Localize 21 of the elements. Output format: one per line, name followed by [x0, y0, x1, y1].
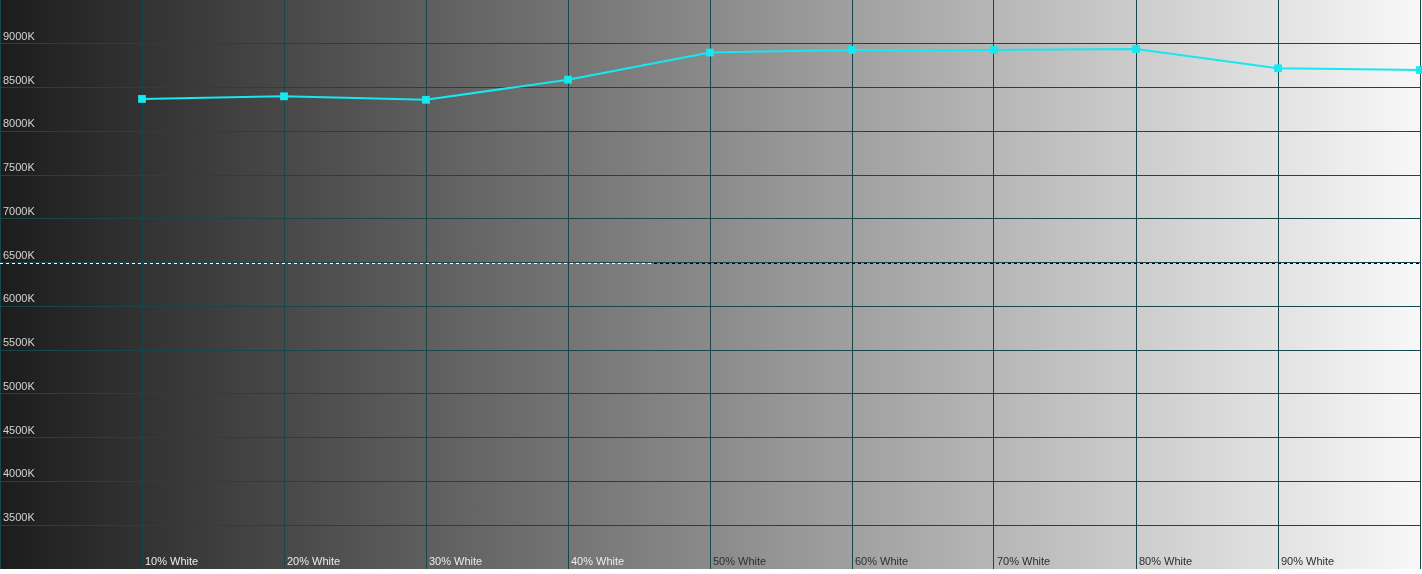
x-tick-label: 40% White: [571, 555, 625, 568]
y-tick-label: 5000K: [3, 379, 36, 392]
x-tick-label: 10% White: [145, 555, 199, 568]
y-tick-label: 9000K: [3, 29, 36, 42]
y-tick-label: 4000K: [3, 467, 36, 480]
x-tick-label: 30% White: [429, 555, 483, 568]
y-tick-label: 7000K: [3, 204, 36, 217]
y-tick-label: 6500K: [3, 248, 36, 261]
x-tick-label: 60% White: [855, 555, 909, 568]
y-tick-label: 3500K: [3, 511, 36, 524]
x-tick-label: 50% White: [713, 555, 767, 568]
x-tick-label: 80% White: [1139, 555, 1193, 568]
y-tick-label: 4500K: [3, 423, 36, 436]
y-tick-label: 7500K: [3, 161, 36, 174]
y-tick-label: 8500K: [3, 73, 36, 86]
y-tick-label: 6000K: [3, 292, 36, 305]
y-tick-label: 8000K: [3, 117, 36, 130]
x-tick-label: 20% White: [287, 555, 341, 568]
x-tick-label: 90% White: [1281, 555, 1335, 568]
y-tick-label: 5500K: [3, 336, 36, 349]
x-tick-label: 70% White: [997, 555, 1051, 568]
